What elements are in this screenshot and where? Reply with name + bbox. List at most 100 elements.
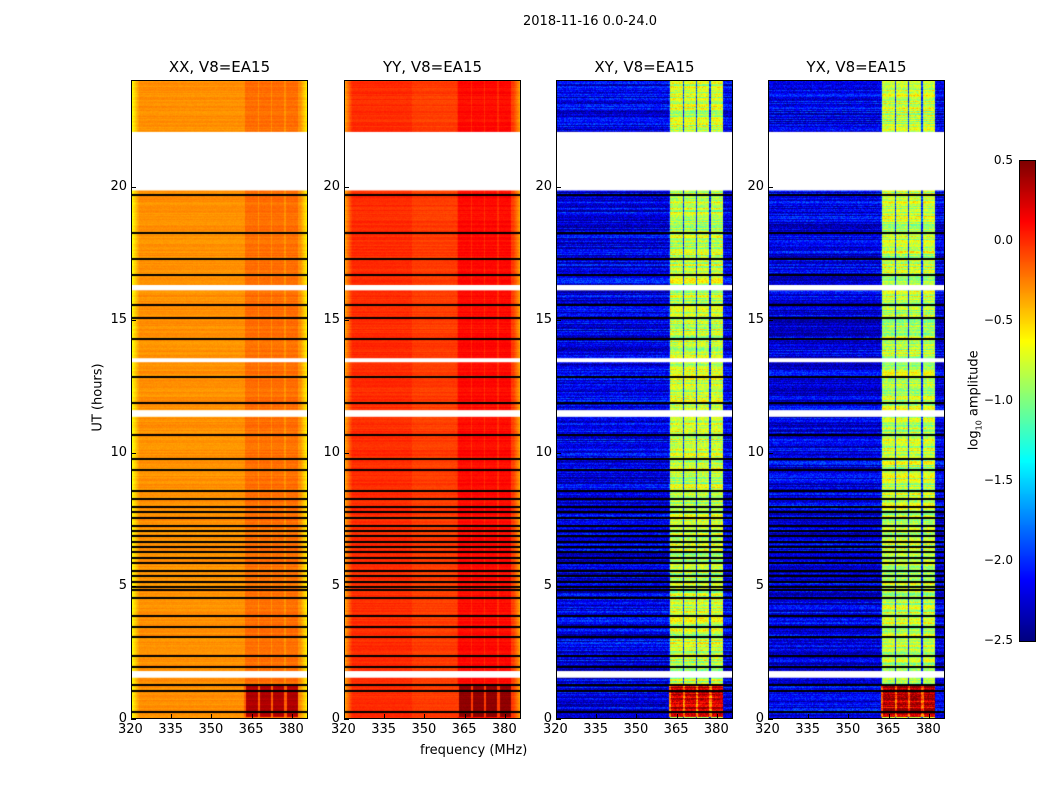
heatmap-image xyxy=(344,80,521,719)
x-tick-label: 380 xyxy=(278,722,304,737)
x-tick-mark xyxy=(464,714,466,719)
colorbar-tick-label: −1.5 xyxy=(983,473,1013,487)
plot-frame xyxy=(556,80,733,719)
y-tick-label: 5 xyxy=(755,577,764,593)
x-tick-label: 350 xyxy=(198,722,224,737)
x-tick-label: 320 xyxy=(543,722,568,737)
y-tick-mark xyxy=(131,186,136,188)
y-tick-mark xyxy=(556,585,561,587)
panel-xy: XY, V8=EA15 320 335 350 365 380 0 5 10 15 20 xyxy=(535,58,733,737)
x-tick-mark xyxy=(344,714,345,719)
x-tick-mark xyxy=(676,714,678,719)
y-tick-label: 10 xyxy=(535,444,552,460)
colorbar-tick-label: −0.5 xyxy=(983,313,1013,327)
y-tick-mark xyxy=(768,452,773,454)
x-tick-label: 335 xyxy=(795,722,821,737)
x-tick-label: 320 xyxy=(755,722,780,737)
y-tick-label: 20 xyxy=(323,178,340,194)
y-tick-label: 15 xyxy=(323,311,340,327)
y-tick-mark xyxy=(768,719,773,720)
y-tick-mark xyxy=(131,319,136,321)
y-tick-label: 0 xyxy=(331,711,340,726)
y-tick-label: 5 xyxy=(543,577,552,593)
x-tick-mark xyxy=(131,714,132,719)
x-tick-label: 350 xyxy=(623,722,649,737)
colorbar-label: log10 amplitude xyxy=(966,350,984,451)
plot-frame xyxy=(768,80,945,719)
plot-frame xyxy=(344,80,521,719)
panel-yx: YX, V8=EA15 320 335 350 365 380 0 5 10 15 20 xyxy=(747,58,945,737)
y-tick-label: 15 xyxy=(110,311,127,327)
colorbar-tick-label: 0.5 xyxy=(993,153,1013,167)
y-tick-mark xyxy=(131,719,136,720)
heatmap-image xyxy=(556,80,733,719)
y-tick-mark xyxy=(344,186,349,188)
y-tick-label: 15 xyxy=(535,311,552,327)
x-tick-mark xyxy=(848,714,850,719)
x-tick-mark xyxy=(211,714,213,719)
y-tick-label: 0 xyxy=(543,711,552,726)
y-tick-mark xyxy=(768,319,773,321)
x-axis-label: frequency (MHz) xyxy=(420,743,528,758)
y-tick-label: 0 xyxy=(118,711,127,726)
heatmap-image xyxy=(768,80,945,719)
colorbar xyxy=(1019,160,1036,642)
x-tick-label: 335 xyxy=(158,722,184,737)
x-tick-mark xyxy=(808,714,810,719)
y-tick-mark xyxy=(344,319,349,321)
x-tick-mark xyxy=(384,714,386,719)
x-tick-mark xyxy=(636,714,638,719)
panel-xx: XX, V8=EA15 320 335 350 365 380 0 5 10 15 20 xyxy=(110,58,308,737)
y-tick-label: 5 xyxy=(331,577,340,593)
x-tick-mark xyxy=(424,714,426,719)
panel-title: XY, V8=EA15 xyxy=(594,58,695,76)
plot-frame xyxy=(131,80,308,719)
panel-title: YY, V8=EA15 xyxy=(382,58,483,76)
y-tick-mark xyxy=(344,452,349,454)
y-tick-label: 20 xyxy=(110,178,127,194)
y-tick-mark xyxy=(556,186,561,188)
y-tick-label: 15 xyxy=(747,311,764,327)
y-tick-label: 10 xyxy=(110,444,127,460)
x-tick-label: 365 xyxy=(663,722,689,737)
y-tick-label: 10 xyxy=(747,444,764,460)
heatmap-image xyxy=(131,80,308,719)
x-tick-mark xyxy=(888,714,890,719)
x-tick-mark xyxy=(928,714,930,719)
y-tick-label: 20 xyxy=(535,178,552,194)
y-tick-mark xyxy=(556,319,561,321)
y-tick-label: 20 xyxy=(747,178,764,194)
figure-title: 2018-11-16 0.0-24.0 xyxy=(523,14,657,29)
x-tick-mark xyxy=(291,714,293,719)
x-tick-label: 365 xyxy=(875,722,901,737)
x-tick-label: 380 xyxy=(915,722,941,737)
x-tick-mark xyxy=(716,714,718,719)
x-tick-mark xyxy=(251,714,253,719)
y-tick-label: 10 xyxy=(323,444,340,460)
panel-yy: YY, V8=EA15 320 335 350 365 380 0 5 10 15 20 xyxy=(323,58,521,737)
x-tick-mark xyxy=(556,714,557,719)
x-tick-label: 320 xyxy=(331,722,356,737)
x-tick-mark xyxy=(171,714,173,719)
x-tick-label: 320 xyxy=(118,722,143,737)
y-tick-mark xyxy=(768,186,773,188)
x-tick-label: 335 xyxy=(371,722,397,737)
colorbar-tick-label: −2.5 xyxy=(983,633,1013,647)
colorbar-tick-label: −1.0 xyxy=(983,393,1013,407)
x-tick-label: 350 xyxy=(835,722,861,737)
x-tick-label: 380 xyxy=(703,722,729,737)
x-tick-label: 350 xyxy=(411,722,437,737)
x-tick-label: 365 xyxy=(238,722,264,737)
y-tick-label: 5 xyxy=(118,577,127,593)
y-axis-label: UT (hours) xyxy=(90,363,106,432)
y-tick-mark xyxy=(344,585,349,587)
x-tick-mark xyxy=(504,714,506,719)
panel-title: XX, V8=EA15 xyxy=(168,58,271,76)
x-tick-label: 335 xyxy=(583,722,609,737)
x-tick-label: 365 xyxy=(451,722,477,737)
panel-title: YX, V8=EA15 xyxy=(806,58,907,76)
y-tick-mark xyxy=(556,452,561,454)
colorbar-tick-label: 0.0 xyxy=(993,233,1013,247)
x-tick-mark xyxy=(768,714,769,719)
